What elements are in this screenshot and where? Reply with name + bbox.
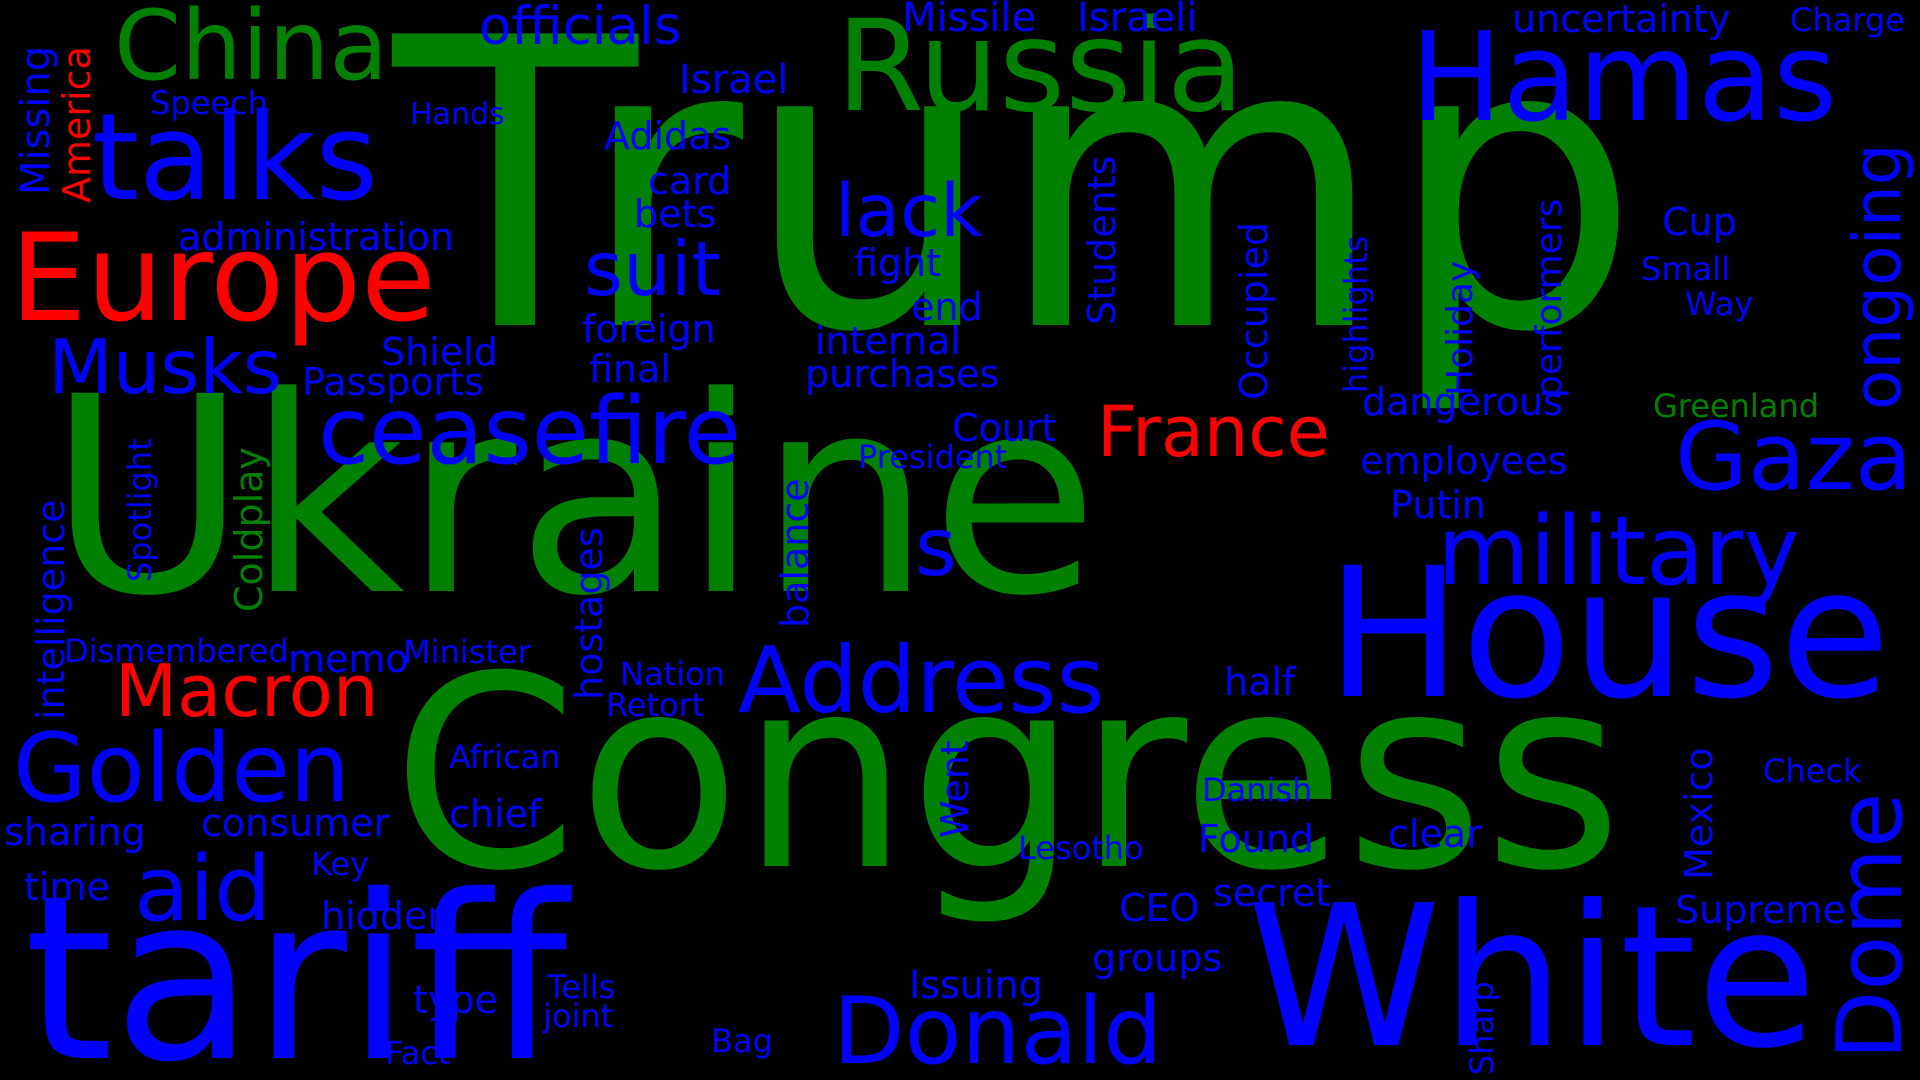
- word-card: card: [648, 159, 732, 203]
- word-balance: balance: [773, 478, 817, 628]
- word-adidas: Adidas: [604, 114, 732, 158]
- word-military: military: [1437, 497, 1800, 607]
- word-intelligence: intelligence: [29, 499, 73, 720]
- word-greenland: Greenland: [1653, 387, 1819, 425]
- word-supreme: Supreme: [1675, 888, 1846, 932]
- word-cup: Cup: [1662, 200, 1737, 244]
- word-suit: suit: [584, 225, 721, 313]
- word-ceo: CEO: [1119, 886, 1200, 930]
- word-israel: Israel: [679, 57, 789, 103]
- word-consumer: consumer: [201, 801, 390, 845]
- word-s: s: [915, 501, 957, 594]
- word-putin: Putin: [1390, 483, 1486, 527]
- word-europe: Europe: [10, 208, 436, 349]
- word-congress: Congress: [392, 619, 1623, 929]
- word-missile: Missile: [902, 0, 1037, 41]
- word-bag: Bag: [711, 1022, 773, 1060]
- word-address: Address: [738, 627, 1105, 734]
- word-retort: Retort: [606, 686, 705, 724]
- word-uncertainty: uncertainty: [1512, 0, 1731, 41]
- word-secret: secret: [1213, 871, 1331, 915]
- word-coldplay: Coldplay: [227, 447, 271, 612]
- word-administration: administration: [178, 215, 455, 259]
- word-found: Found: [1198, 817, 1315, 861]
- word-president: President: [858, 438, 1008, 476]
- word-went: Went: [933, 740, 977, 838]
- word-talks: talks: [92, 89, 378, 228]
- word-students: Students: [1080, 155, 1124, 325]
- word-mexico: Mexico: [1677, 747, 1721, 880]
- word-chief: chief: [449, 792, 542, 836]
- word-clear: clear: [1388, 812, 1482, 856]
- word-hands: Hands: [410, 97, 505, 132]
- word-tells: Tells: [547, 968, 616, 1006]
- word-key: Key: [311, 845, 370, 883]
- word-dangerous: dangerous: [1362, 380, 1563, 424]
- word-lack: lack: [835, 169, 983, 254]
- word-sharp: Sharp: [1463, 981, 1501, 1075]
- word-end: end: [911, 285, 983, 329]
- word-house: House: [1326, 530, 1891, 739]
- word-african: African: [449, 738, 561, 776]
- word-small: Small: [1641, 250, 1730, 288]
- word-passports: Passports: [302, 360, 484, 404]
- word-employees: employees: [1360, 439, 1568, 483]
- word-time: time: [24, 865, 110, 909]
- word-china: China: [114, 0, 389, 102]
- word-trump: Trump: [393, 0, 1641, 420]
- word-lesotho: Lesotho: [1018, 829, 1144, 867]
- word-holiday: Holiday: [1440, 260, 1481, 396]
- word-fight: fight: [854, 241, 942, 285]
- word-missing: Missing: [13, 45, 59, 195]
- word-israeli: Israeli: [1077, 0, 1198, 41]
- word-memo: memo: [288, 637, 409, 681]
- word-russia: Russia: [836, 0, 1245, 140]
- word-ongoing: ongoing: [1839, 143, 1916, 410]
- word-half: half: [1224, 660, 1296, 704]
- word-musks: Musks: [48, 323, 282, 411]
- word-speech: Speech: [150, 84, 268, 122]
- word-performers: performers: [1529, 198, 1570, 398]
- word-hidden: hidden: [321, 894, 452, 938]
- word-golden: Golden: [13, 714, 351, 824]
- word-spotlight: Spotlight: [121, 438, 159, 582]
- word-donald: Donald: [833, 977, 1163, 1080]
- word-bets: bets: [634, 192, 717, 236]
- word-america: America: [55, 46, 99, 203]
- word-ukraine: Ukraine: [48, 340, 1099, 656]
- word-macron: Macron: [115, 649, 379, 733]
- word-minister: Minister: [403, 633, 531, 671]
- word-fact: Fact: [385, 1034, 451, 1072]
- word-hostages: hostages: [567, 527, 611, 700]
- word-tariff: tariff: [24, 846, 568, 1080]
- word-aid: aid: [134, 837, 272, 942]
- word-gaza: Gaza: [1675, 403, 1913, 512]
- word-foreign: foreign: [582, 307, 716, 351]
- word-highlights: highlights: [1337, 235, 1375, 393]
- word-internal: internal: [815, 319, 961, 363]
- word-type: type: [413, 978, 498, 1022]
- word-charge: Charge: [1790, 1, 1905, 39]
- word-groups: groups: [1092, 936, 1223, 980]
- word-check: Check: [1763, 752, 1862, 790]
- word-sharing: sharing: [4, 810, 146, 854]
- word-danish: Danish: [1202, 771, 1313, 809]
- word-shield: Shield: [381, 330, 498, 374]
- word-dismembered: Dismembered: [64, 632, 289, 670]
- word-officials: officials: [479, 0, 682, 57]
- word-court: Court: [952, 406, 1057, 450]
- word-issuing: Issuing: [909, 963, 1043, 1007]
- word-hamas: Hamas: [1410, 7, 1838, 150]
- word-way: Way: [1685, 285, 1754, 323]
- word-france: France: [1097, 391, 1330, 473]
- word-final: final: [589, 347, 671, 391]
- word-nation: Nation: [620, 655, 725, 693]
- word-purchases: purchases: [805, 352, 1000, 396]
- word-ceasefire: ceasefire: [318, 377, 741, 485]
- word-joint: joint: [543, 997, 614, 1035]
- word-occupied: Occupied: [1232, 222, 1276, 400]
- word-white: White: [1247, 864, 1817, 1080]
